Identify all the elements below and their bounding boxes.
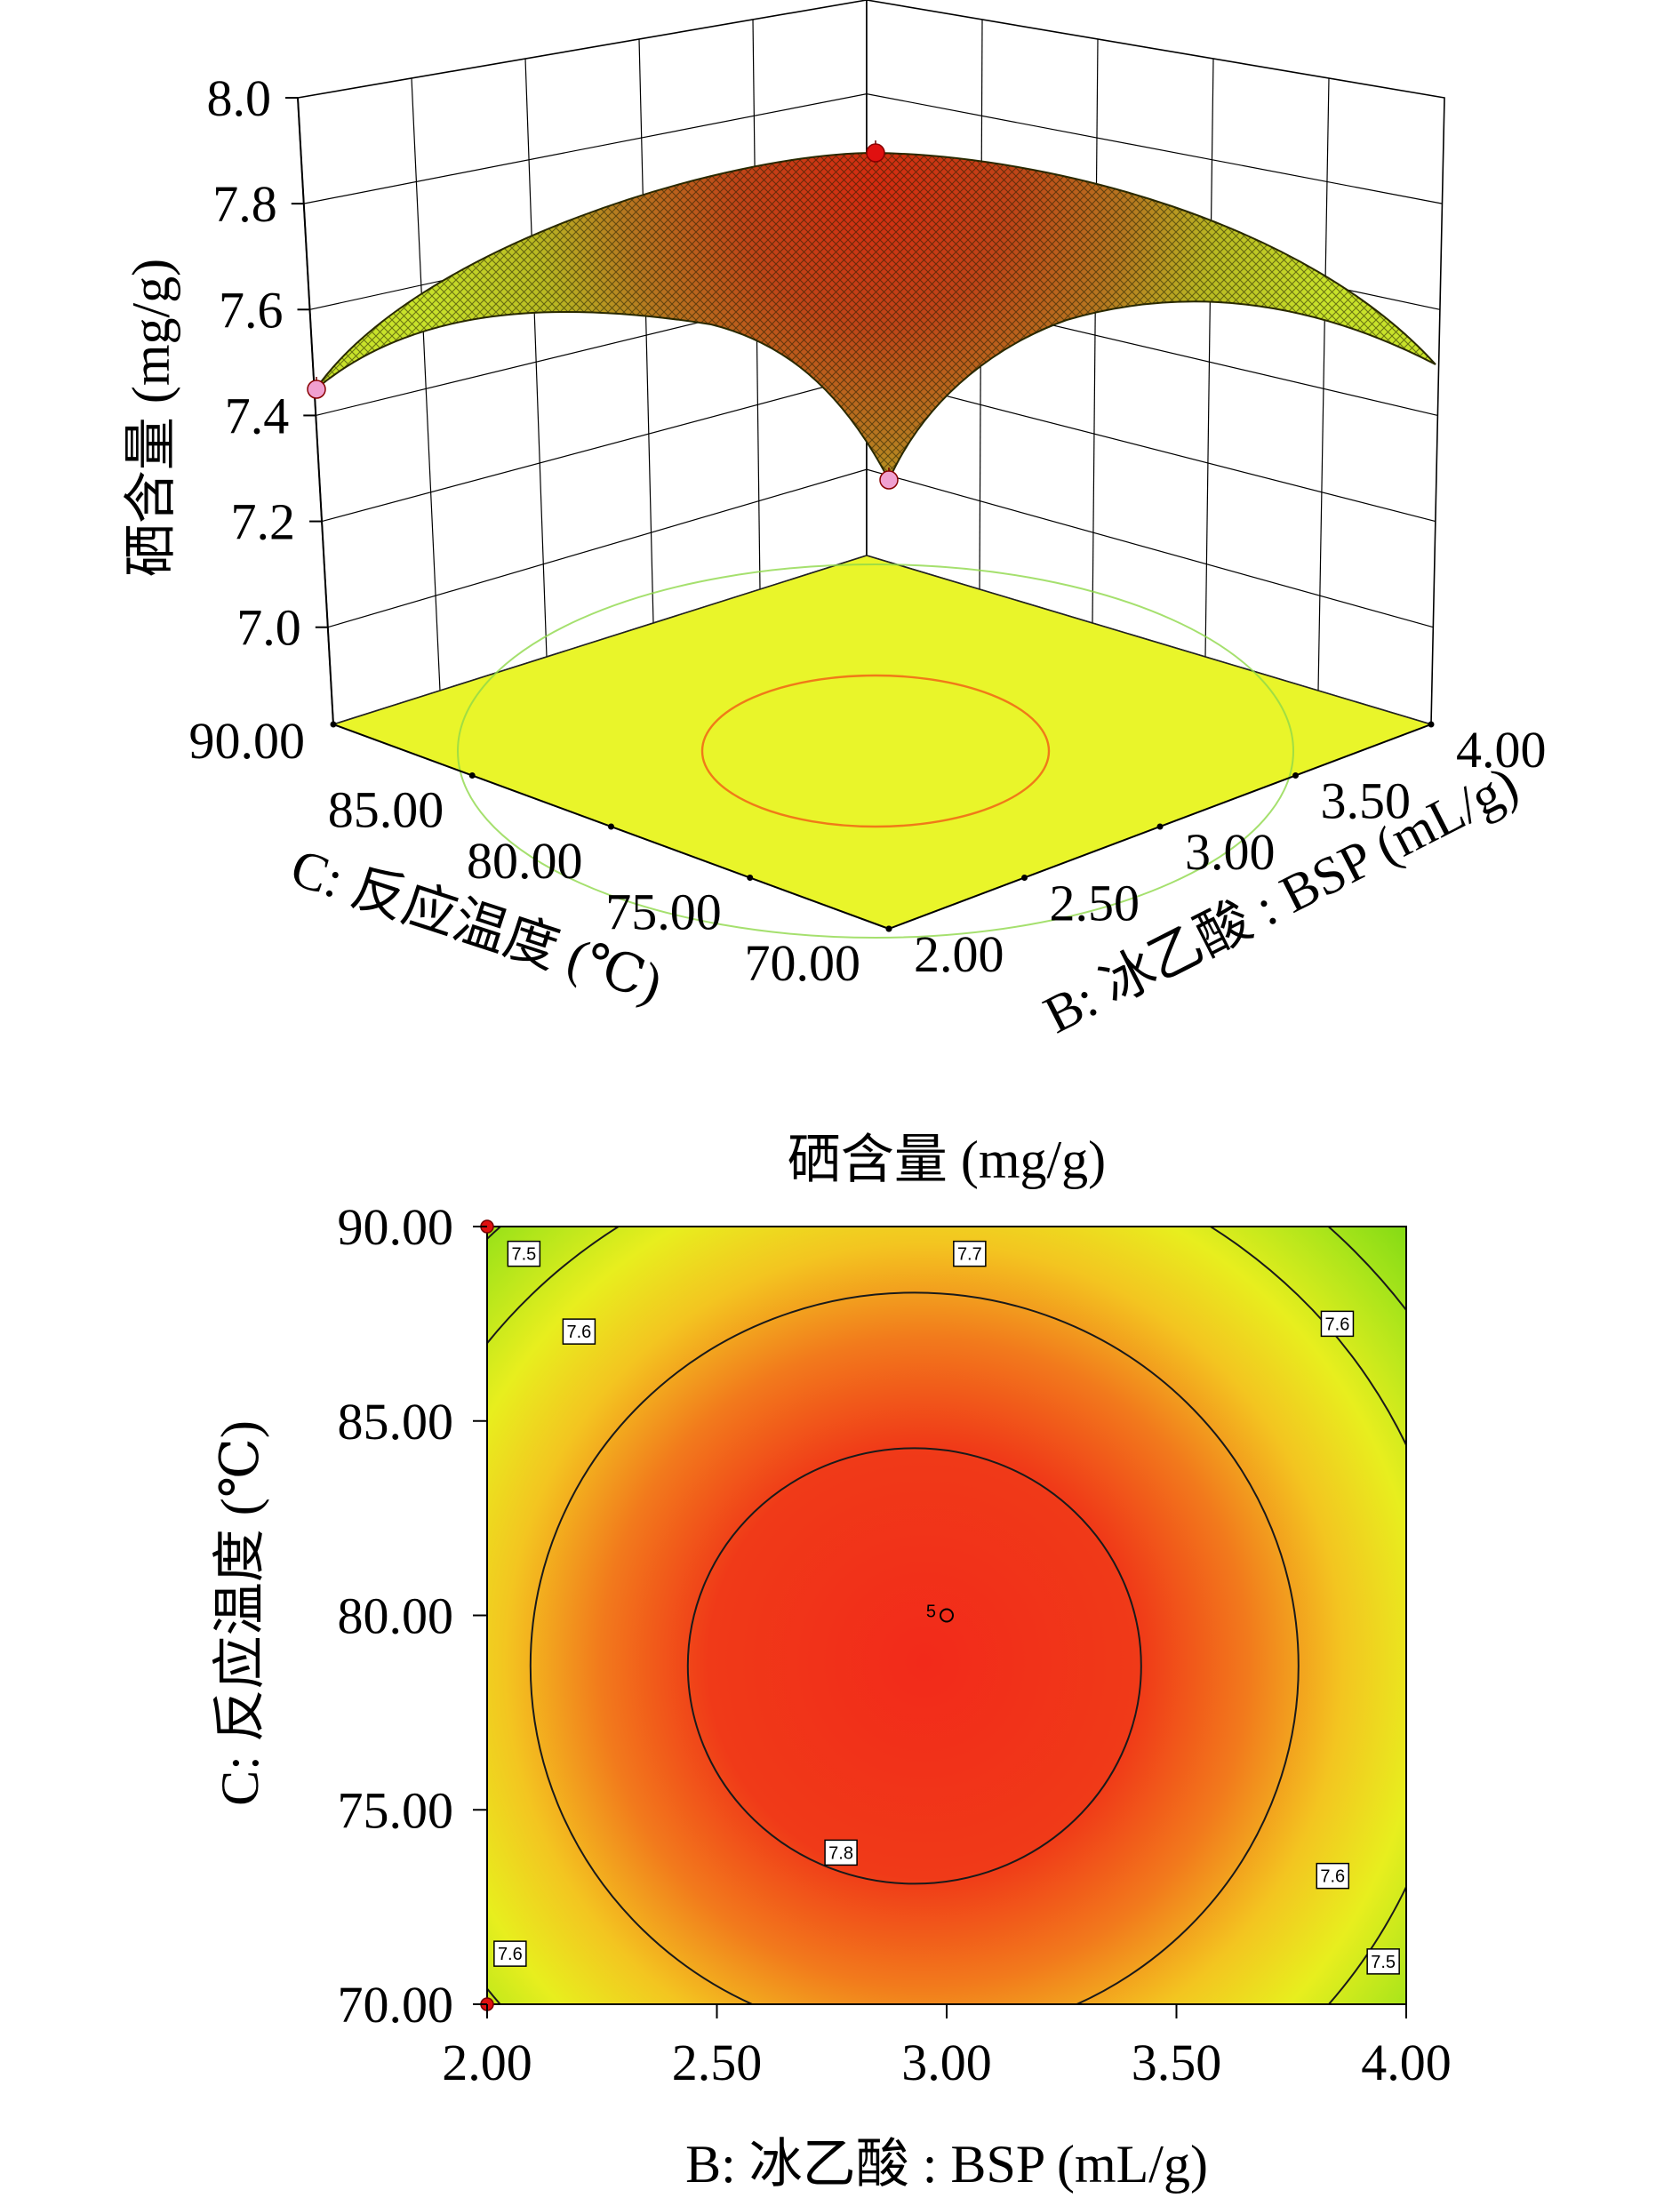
y-tick-label: 75.00: [338, 1781, 454, 1839]
z-tick-label: 7.0: [236, 599, 301, 657]
acid-ratio-tick: [1156, 823, 1164, 830]
contour-label-box: [493, 1940, 527, 1967]
temperature-tick-label: 85.00: [328, 781, 444, 839]
acid-ratio-tick: [1021, 875, 1028, 881]
temperature-tick-label: 80.00: [467, 832, 583, 890]
contour-label-box: [507, 1240, 541, 1267]
surface-design-point: [866, 143, 885, 163]
contour-labels: 7.5 7.6 7.7 7.6 7.8 7.6 7.5 7.6: [493, 1240, 1400, 1975]
temperature-tick: [330, 721, 337, 728]
temperature-tick: [608, 823, 614, 830]
contour-label: 7.6: [498, 1945, 523, 1964]
wall-grid-line-right: [1092, 38, 1099, 624]
wall-grid: [303, 19, 1443, 691]
wall-grid-line-z: [327, 468, 1434, 628]
contour-lines: [487, 1227, 1406, 2004]
wall-grid-line-left: [524, 58, 548, 658]
contour-label: 7.5: [1371, 1953, 1396, 1972]
contour-label-box: [953, 1240, 987, 1267]
temperature-axis: 90.00 85.00 80.00 75.00 70.00: [189, 712, 892, 992]
wall-grid-line-right: [1204, 58, 1214, 658]
contour-label-box: [1316, 1862, 1350, 1890]
surface-design-points: [307, 140, 899, 490]
contour-label: 7.6: [1325, 1315, 1350, 1334]
contour-fill: [487, 1227, 1406, 2004]
contour-label: 7.7: [957, 1245, 982, 1265]
contour-label: 7.6: [1320, 1867, 1345, 1887]
acid-ratio-axis: 2.00 2.50 3.00 3.50 4.00: [885, 721, 1547, 983]
x-axis-title: B: 冰乙酸 : BSP (mL/g): [685, 2135, 1208, 2194]
acid-ratio-tick-label: 2.00: [914, 925, 1004, 983]
temperature-tick-label: 70.00: [745, 934, 861, 992]
z-tick-label: 8.0: [207, 69, 272, 127]
z-tick-label: 7.8: [212, 175, 277, 233]
y-tick-label: 85.00: [338, 1393, 454, 1451]
wall-grid-line-left: [411, 77, 441, 691]
z-axis: 7.0 7.2 7.4 7.6 7.8 8.0: [207, 69, 334, 725]
wall-grid-line-left: [638, 38, 654, 624]
wall-grid-line-z: [303, 93, 1443, 204]
contour-label-box: [824, 1839, 858, 1866]
acid-ratio-tick: [885, 925, 892, 932]
x-tick-label: 3.00: [901, 2034, 992, 2091]
y-tick-label: 90.00: [338, 1198, 454, 1256]
contour-title: 硒含量 (mg/g): [788, 1131, 1106, 1189]
z-tick-label: 7.2: [231, 493, 296, 551]
contour-line-7.8: [686, 1447, 1142, 1885]
contour-label: 7.6: [566, 1323, 591, 1342]
z-axis-line: [297, 97, 334, 725]
contour-label-box: [1366, 1948, 1400, 1975]
y-axis-title: C: 反应温度 (℃): [211, 1420, 269, 1806]
z-axis-title: 硒含量 (mg/g): [122, 259, 180, 577]
wall-grid-line-right: [1317, 77, 1330, 691]
contour-plot: 硒含量 (mg/g) 7.5 7.6 7.7 7.6 7.8 7.6 7.5 7.6 5 2.…: [211, 1131, 1452, 2194]
surface-design-point: [879, 470, 899, 490]
y-tick-label: 80.00: [338, 1587, 454, 1645]
contour-label-box: [562, 1318, 596, 1345]
temperature-tick-label: 75.00: [605, 883, 722, 941]
z-tick-label: 7.4: [225, 387, 290, 444]
center-point-label: 5: [926, 1603, 936, 1622]
temperature-tick-label: 90.00: [189, 712, 306, 770]
surface-design-point: [307, 380, 326, 399]
y-axis: 70.00 75.00 80.00 85.00 90.00: [338, 1198, 487, 2034]
contour-label: 7.8: [828, 1843, 853, 1863]
floor-contours: [457, 563, 1294, 939]
x-tick-label: 3.50: [1132, 2034, 1222, 2091]
x-tick-label: 4.00: [1361, 2034, 1452, 2091]
center-point-marker: [940, 1608, 954, 1623]
contour-label-box: [1320, 1310, 1355, 1338]
response-surface-chart: 7.0 7.2 7.4 7.6 7.8 8.0 硒含量 (mg/g) 90.00 85.00…: [122, 0, 1547, 1044]
acid-ratio-tick: [1292, 772, 1299, 779]
temperature-tick: [747, 875, 754, 881]
floor-contour-7.6: [457, 563, 1294, 939]
surface-mesh: [316, 153, 1436, 480]
x-tick-label: 2.00: [442, 2034, 532, 2091]
x-axis: 2.00 2.50 3.00 3.50 4.00: [442, 2004, 1452, 2091]
contour-line-7.7: [529, 1291, 1300, 2004]
contour-label: 7.5: [511, 1245, 536, 1265]
acid-ratio-tick: [1428, 721, 1435, 728]
x-tick-label: 2.50: [672, 2034, 763, 2091]
acid-ratio-tick-label: 3.00: [1185, 823, 1276, 881]
y-tick-label: 70.00: [338, 1976, 454, 2034]
z-tick-label: 7.6: [219, 281, 284, 339]
acid-ratio-tick-label: 3.50: [1321, 772, 1412, 830]
temperature-tick: [468, 772, 476, 779]
floor-contour-7.8: [700, 674, 1051, 828]
acid-ratio-tick-label: 2.50: [1050, 875, 1140, 932]
acid-ratio-tick-label: 4.00: [1456, 721, 1547, 779]
